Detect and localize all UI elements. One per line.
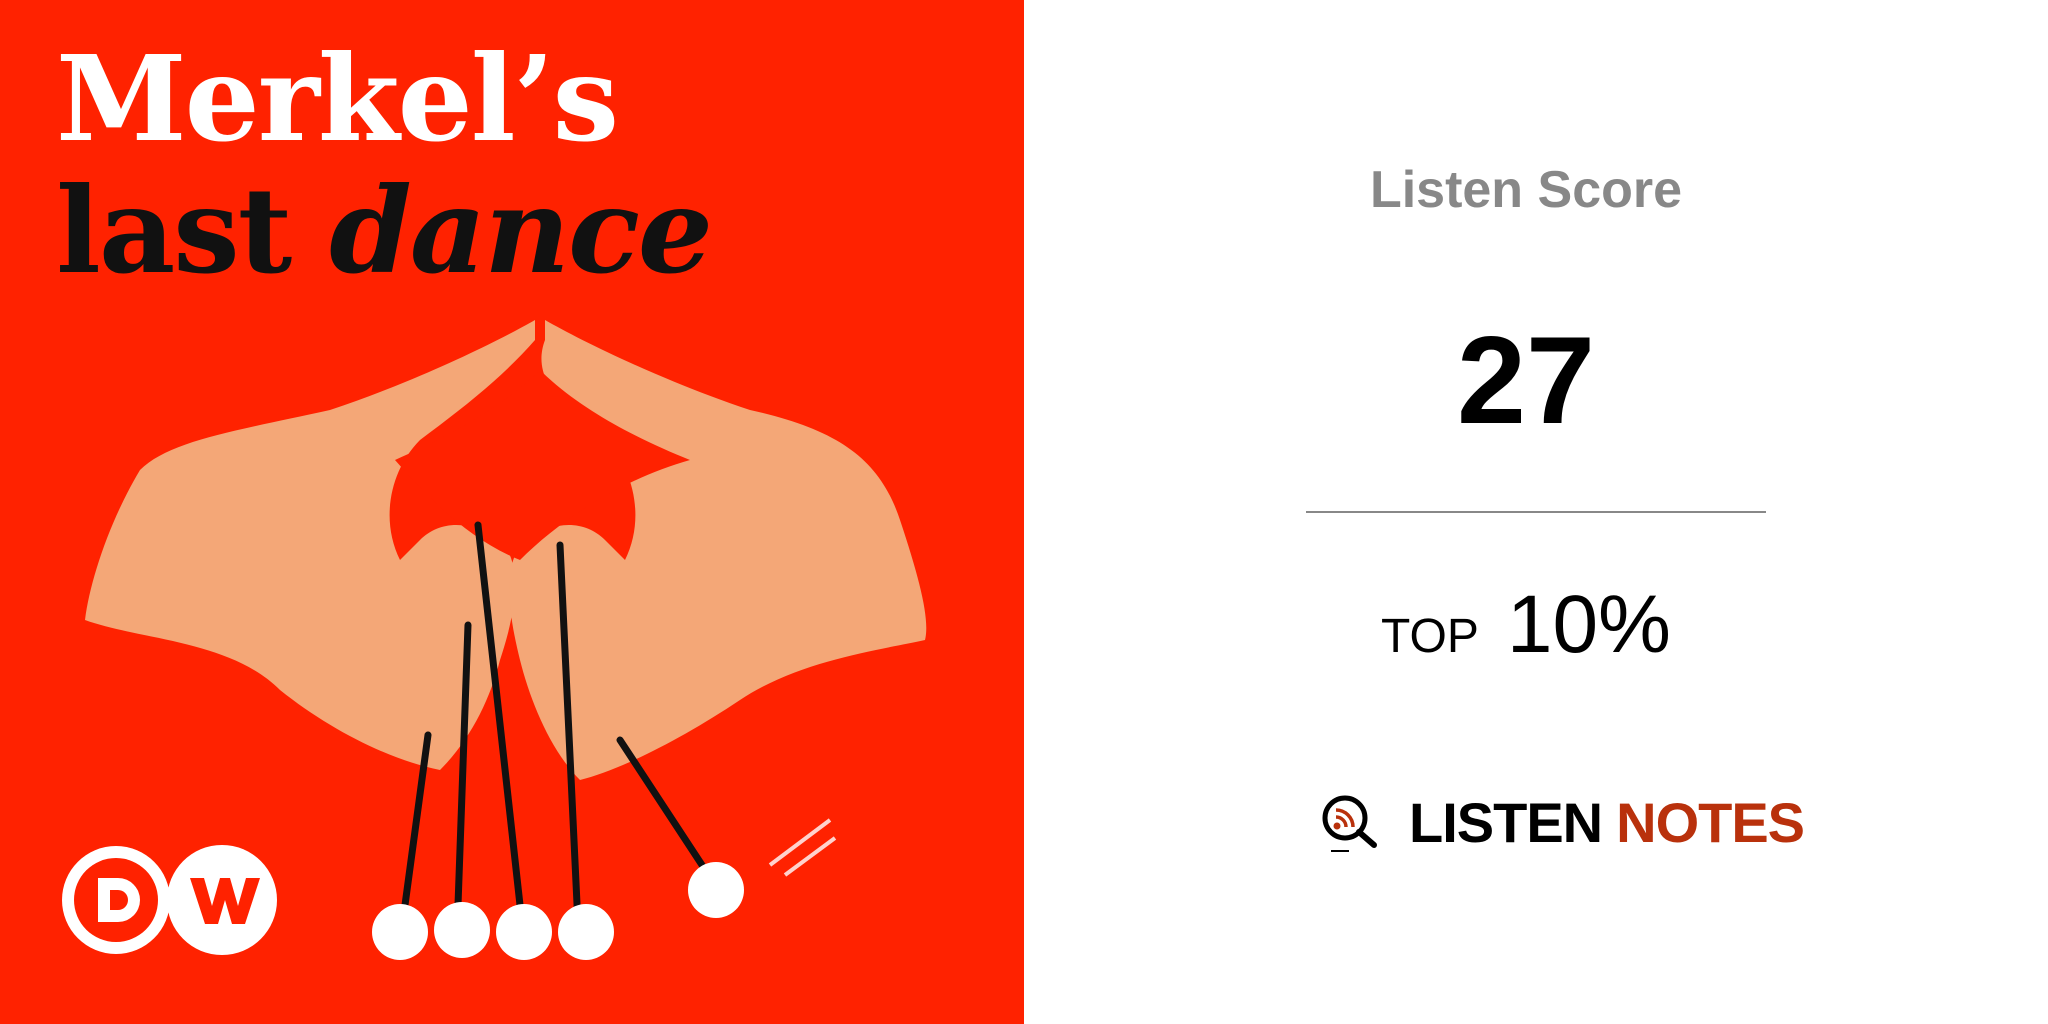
- pendulum-string: [454, 621, 472, 909]
- pendulum-string: [616, 736, 706, 869]
- dw-logo: [62, 845, 277, 955]
- podcast-title-line2: last dance: [56, 172, 713, 290]
- pendulum-ball: [372, 904, 428, 960]
- pendulum-ball: [434, 902, 490, 958]
- hands-illustration: [62, 320, 927, 960]
- listen-score-value: 27: [1457, 312, 1595, 450]
- divider: [1306, 511, 1766, 513]
- podcast-cover-art: Merkel’s last dance: [0, 0, 1024, 1024]
- podcast-title-line1: Merkel’s: [56, 29, 619, 168]
- pendulum-string: [401, 731, 432, 909]
- rank: TOP 10%: [1014, 578, 2038, 672]
- title-italic: dance: [329, 161, 713, 300]
- rank-label: TOP: [1381, 610, 1479, 663]
- listen-score-card: Listen Score 27 TOP 10% LISTEN NOTES: [1024, 0, 2048, 1024]
- pendulum-ball: [558, 904, 614, 960]
- pendulum-ball: [496, 904, 552, 960]
- brand-word-listen: LISTEN: [1409, 791, 1603, 854]
- brand-word-notes: NOTES: [1616, 791, 1805, 854]
- magnifier-podcast-icon: [1322, 795, 1377, 852]
- listen-notes-logo: LISTEN NOTES: [1319, 790, 1805, 855]
- brand-name: LISTEN NOTES: [1409, 790, 1805, 855]
- listen-score-label: Listen Score: [1369, 161, 1683, 219]
- pendulum-ball: [688, 862, 744, 918]
- pendulum-string: [556, 541, 582, 929]
- title-plain: last: [56, 161, 330, 300]
- pendulum-string: [474, 521, 524, 909]
- rank-value: 10%: [1506, 579, 1671, 670]
